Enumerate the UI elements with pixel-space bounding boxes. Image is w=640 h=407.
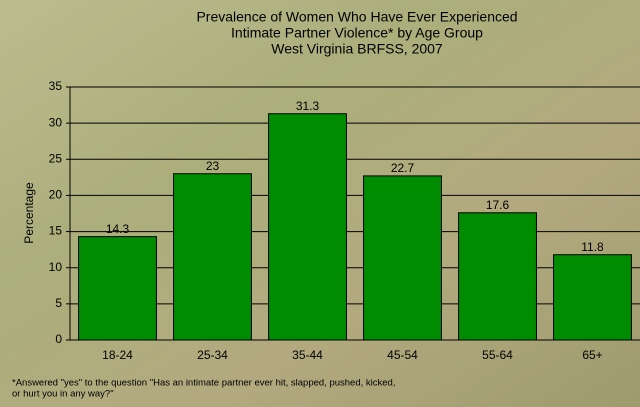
bar xyxy=(553,254,632,341)
data-label: 17.6 xyxy=(486,198,510,212)
data-label: 22.7 xyxy=(391,161,415,175)
y-tick-label: 25 xyxy=(49,151,63,165)
chart-title: West Virginia BRFSS, 2007 xyxy=(271,41,443,57)
y-axis-label: Percentage xyxy=(22,182,36,244)
y-tick-label: 0 xyxy=(55,332,62,346)
chart-title: Prevalence of Women Who Have Ever Experi… xyxy=(196,9,517,25)
y-tick-label: 30 xyxy=(49,115,63,129)
x-tick-label: 45-54 xyxy=(387,348,418,362)
x-tick-label: 18-24 xyxy=(102,348,133,362)
x-tick-label: 65+ xyxy=(582,348,602,362)
footnote: or hurt you in any way?" xyxy=(12,389,114,400)
y-tick-label: 20 xyxy=(49,188,63,202)
x-tick-label: 25-34 xyxy=(197,348,228,362)
y-tick-label: 10 xyxy=(49,260,63,274)
y-tick-label: 15 xyxy=(49,224,63,238)
x-tick-label: 35-44 xyxy=(292,348,323,362)
y-tick-label: 5 xyxy=(55,296,62,310)
data-label: 31.3 xyxy=(296,99,320,113)
bar xyxy=(268,113,347,341)
bar xyxy=(173,173,252,341)
x-tick-label: 55-64 xyxy=(482,348,513,362)
y-tick-label: 35 xyxy=(49,79,63,93)
footnote: *Answered "yes" to the question "Has an … xyxy=(12,378,395,389)
bar xyxy=(363,175,442,341)
data-label: 23 xyxy=(206,159,220,173)
bar xyxy=(78,236,157,341)
data-label: 14.3 xyxy=(106,222,130,236)
data-label: 11.8 xyxy=(581,240,604,254)
bar xyxy=(458,212,537,341)
chart-title: Intimate Partner Violence* by Age Group xyxy=(231,25,483,41)
